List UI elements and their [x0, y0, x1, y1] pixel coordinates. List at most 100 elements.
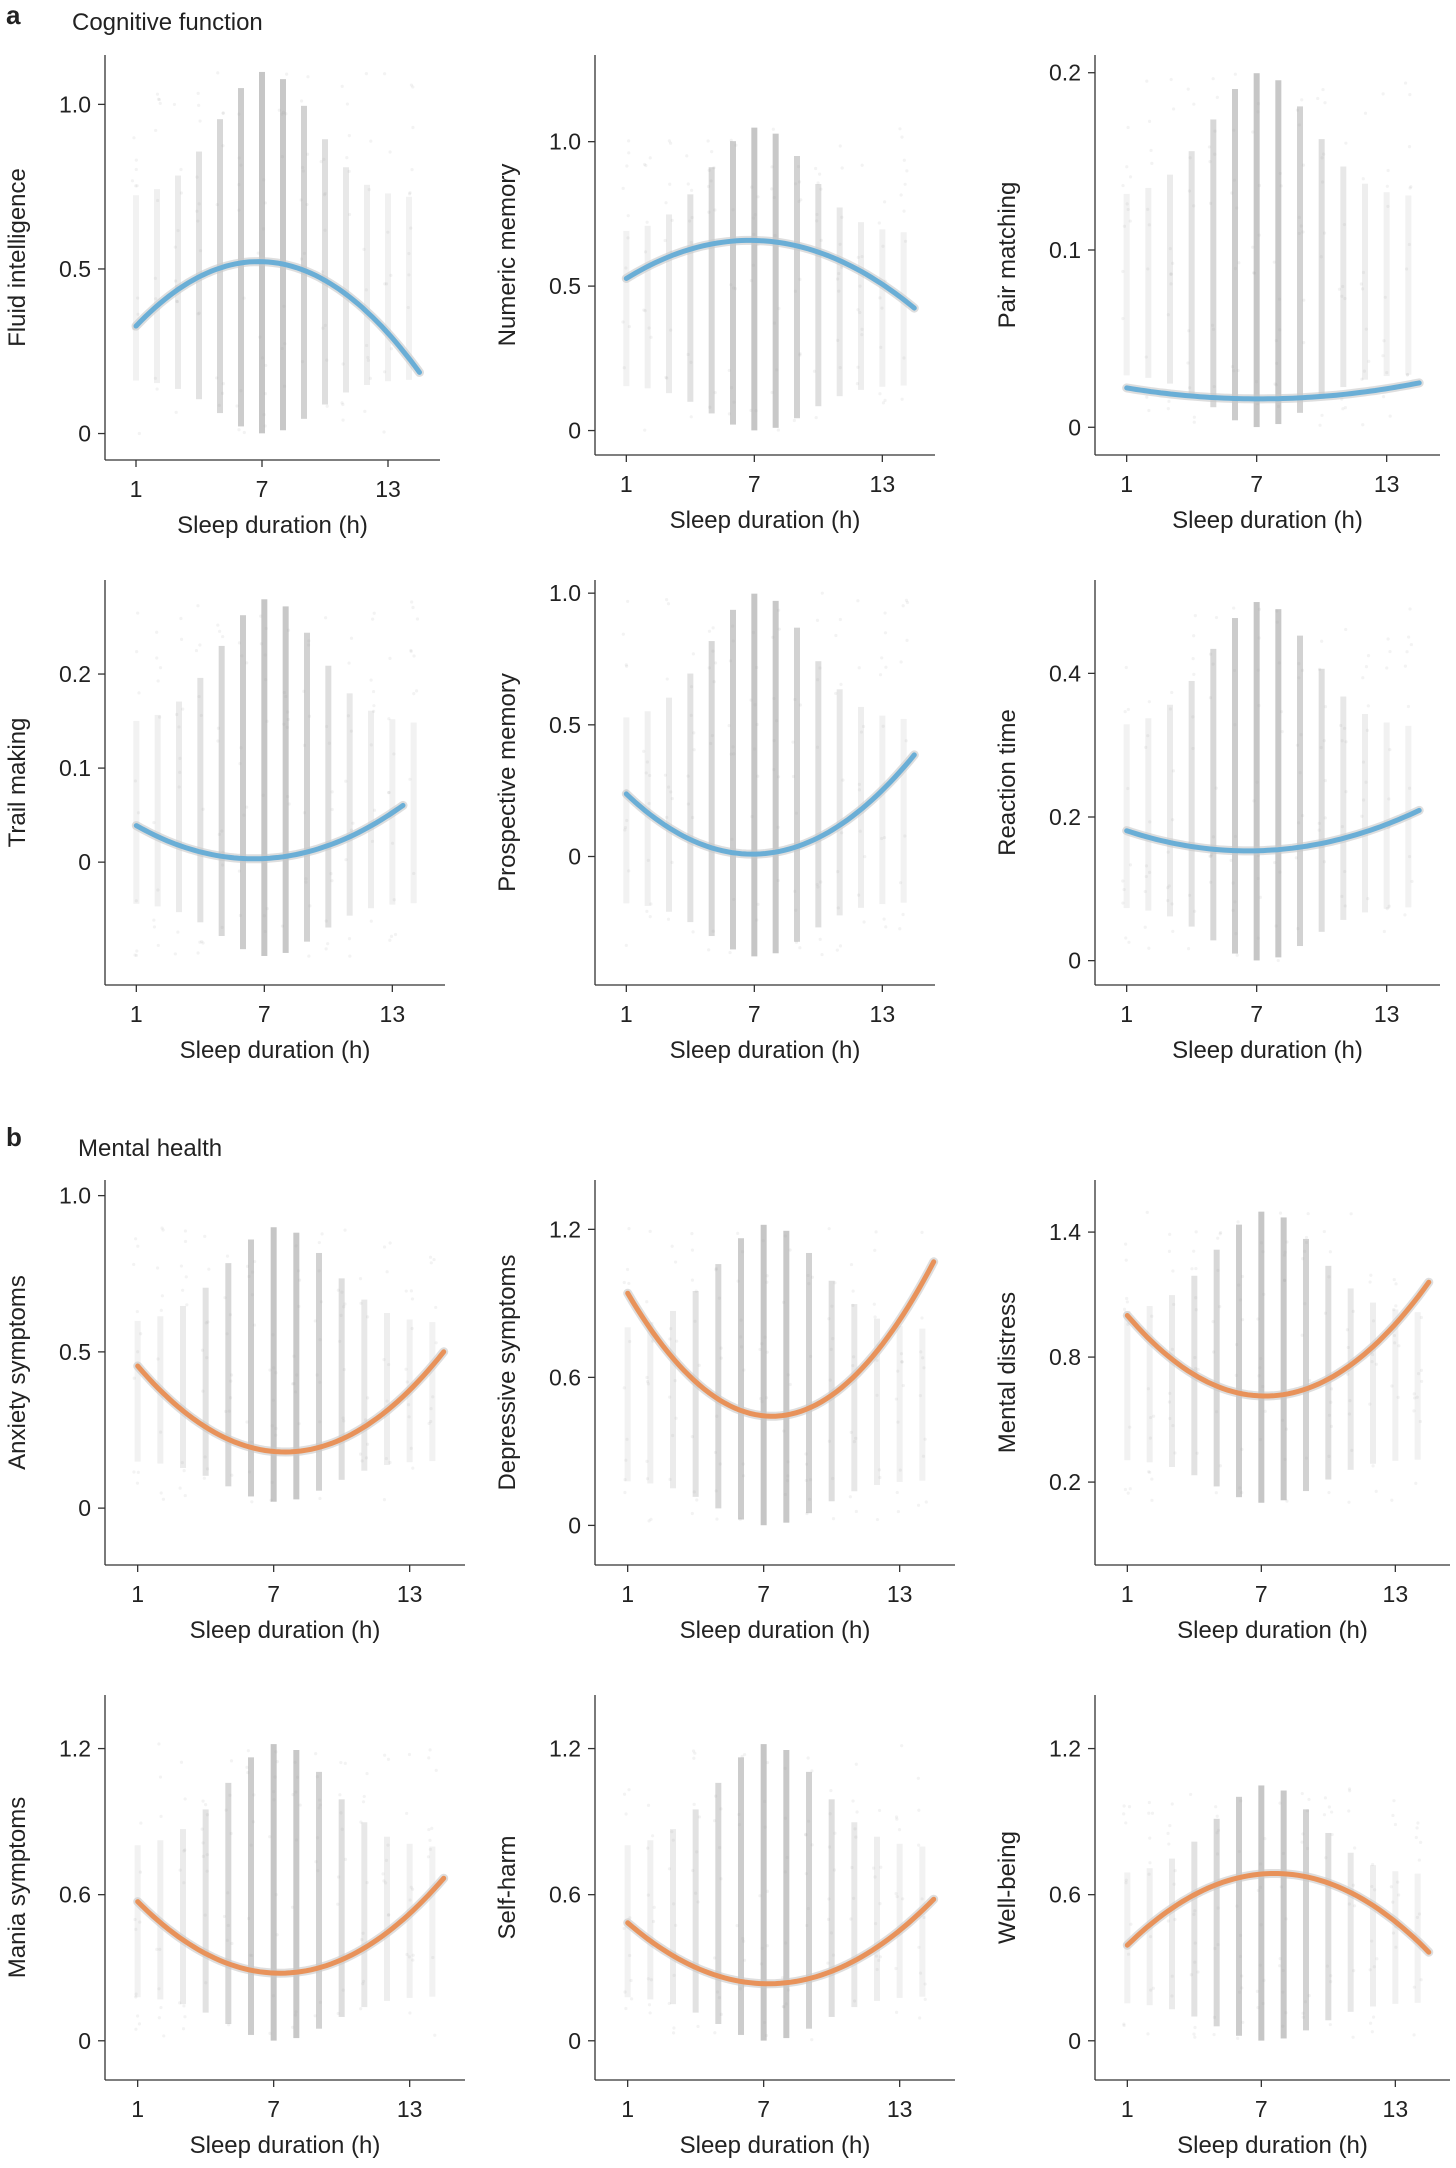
scatter-point — [854, 1835, 858, 1839]
scatter-point — [221, 634, 225, 639]
scatter-point — [366, 355, 370, 360]
scatter-point — [649, 1978, 653, 1982]
scatter-point — [248, 1953, 252, 1957]
scatter-point — [200, 1348, 205, 1352]
scatter-point — [246, 1749, 250, 1753]
scatter-point — [1146, 207, 1150, 211]
scatter-column — [687, 194, 694, 402]
scatter-point — [1282, 1278, 1287, 1283]
scatter-column — [1280, 1790, 1287, 2039]
x-tick-label: 7 — [748, 471, 761, 497]
scatter-point — [1393, 1822, 1398, 1827]
scatter-column — [900, 232, 907, 386]
scatter-point — [666, 917, 671, 921]
scatter-point — [237, 156, 241, 160]
scatter-point — [852, 1999, 857, 2003]
scatter-column — [815, 661, 822, 928]
scatter-point — [1346, 1372, 1350, 1376]
scatter-column — [1414, 1312, 1421, 1460]
scatter-point — [137, 2022, 142, 2026]
scatter-point — [1190, 1267, 1194, 1271]
scatter-point — [1192, 2032, 1196, 2036]
scatter-point — [361, 1800, 366, 1804]
scatter-point — [851, 1289, 855, 1293]
scatter-point — [358, 1452, 363, 1456]
scatter-point — [220, 925, 224, 929]
scatter-point — [132, 1470, 136, 1474]
scatter-point — [917, 1808, 921, 1812]
scatter-point — [1192, 1249, 1196, 1253]
scatter-point — [426, 1855, 431, 1859]
y-tick-label: 1.0 — [549, 580, 581, 606]
scatter-point — [1187, 893, 1192, 897]
scatter-point — [691, 930, 695, 934]
scatter-point — [1407, 242, 1411, 247]
scatter-point — [268, 2031, 272, 2035]
scatter-point — [645, 760, 649, 764]
scatter-point — [831, 1953, 836, 1957]
scatter-point — [1240, 1490, 1244, 1495]
scatter-column — [1340, 166, 1347, 388]
scatter-point — [221, 144, 225, 148]
scatter-point — [923, 1997, 927, 2001]
scatter-point — [1296, 927, 1300, 931]
scatter-column — [1124, 1310, 1131, 1461]
scatter-point — [900, 1744, 904, 1748]
scatter-point — [294, 1790, 298, 1794]
scatter-point — [1193, 1941, 1197, 1945]
scatter-point — [643, 250, 648, 254]
scatter-point — [1128, 863, 1133, 867]
scatter-point — [1147, 223, 1151, 227]
scatter-point — [155, 1266, 160, 1270]
scatter-point — [197, 103, 201, 107]
scatter-point — [1405, 373, 1410, 377]
scatter-point — [409, 1289, 413, 1293]
scatter-point — [852, 1896, 856, 1900]
scatter-point — [184, 1275, 188, 1279]
scatter-point — [1256, 876, 1260, 881]
scatter-point — [1213, 152, 1217, 156]
scatter-point — [719, 1877, 723, 1881]
scatter-point — [827, 1227, 831, 1231]
scatter-point — [1168, 707, 1173, 711]
scatter-point — [1151, 1986, 1156, 1990]
scatter-point — [735, 1924, 739, 1928]
scatter-point — [1405, 372, 1410, 377]
x-tick-label: 1 — [130, 1001, 143, 1027]
scatter-column — [1213, 1249, 1220, 1487]
scatter-point — [1417, 1912, 1422, 1916]
scatter-point — [1407, 635, 1411, 639]
x-axis-label: Sleep duration (h) — [177, 512, 368, 539]
scatter-point — [319, 1300, 324, 1304]
scatter-point — [877, 1808, 882, 1813]
scatter-point — [922, 1915, 926, 1920]
scatter-column — [175, 175, 181, 389]
scatter-point — [273, 1775, 277, 1779]
scatter-point — [287, 802, 291, 806]
scatter-point — [176, 930, 180, 934]
scatter-point — [804, 1832, 808, 1836]
scatter-point — [624, 943, 628, 947]
scatter-point — [642, 749, 646, 753]
scatter-point — [1329, 1980, 1333, 1984]
scatter-point — [314, 1860, 318, 1864]
scatter-point — [690, 1248, 695, 1252]
scatter-point — [732, 897, 736, 902]
scatter-point — [717, 1296, 721, 1300]
scatter-point — [1233, 834, 1237, 839]
scatter-point — [250, 1953, 254, 1958]
scatter-point — [1193, 1355, 1197, 1360]
scatter-column — [715, 1782, 722, 2024]
scatter-point — [1403, 81, 1408, 85]
scatter-point — [338, 1793, 342, 1797]
scatter-column — [1318, 139, 1325, 399]
scatter-column — [783, 1750, 790, 2039]
scatter-column — [1236, 1224, 1242, 1498]
scatter-point — [694, 1891, 698, 1895]
scatter-point — [727, 412, 731, 416]
scatter-point — [272, 1798, 276, 1802]
scatter-point — [136, 2014, 140, 2018]
scatter-point — [201, 807, 205, 811]
scatter-point — [1323, 1311, 1328, 1315]
scatter-point — [674, 1416, 678, 1420]
